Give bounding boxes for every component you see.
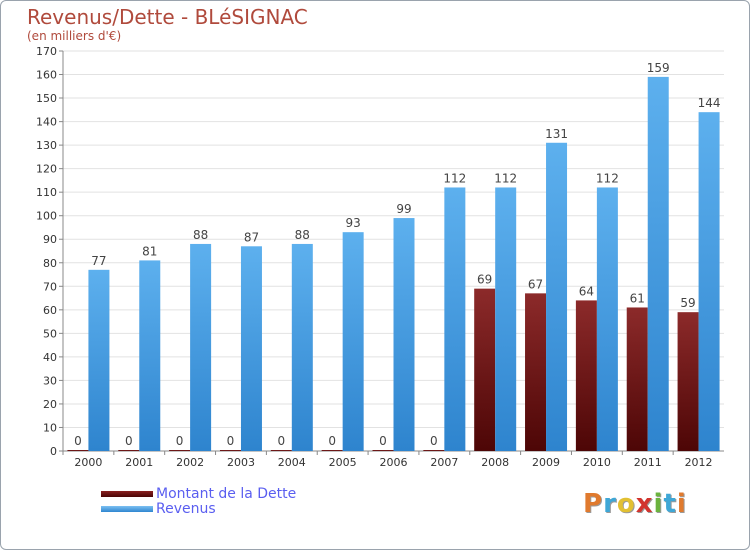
logo-letter: o [616, 489, 636, 519]
chart-title: Revenus/Dette - BLéSIGNAC [27, 5, 308, 29]
y-tick-label: 150 [36, 92, 57, 105]
data-label-revenus: 131 [545, 127, 568, 141]
y-tick-label: 30 [43, 374, 57, 387]
bar-revenus [546, 142, 568, 451]
y-tick-label: 120 [36, 163, 57, 176]
bar-revenus [647, 76, 669, 451]
data-label-revenus: 93 [346, 216, 361, 230]
x-tick-label: 2010 [583, 456, 611, 469]
legend-label-revenus: Revenus [156, 501, 216, 517]
bar-revenus [596, 187, 618, 451]
data-label-dette: 67 [528, 277, 543, 291]
y-tick-label: 40 [43, 351, 57, 364]
bar-dette [321, 450, 343, 451]
data-label-revenus: 112 [443, 171, 466, 185]
bar-dette [219, 450, 241, 451]
bar-revenus [88, 269, 110, 451]
data-label-revenus: 112 [596, 171, 619, 185]
data-label-dette: 69 [477, 273, 492, 287]
x-tick-label: 2012 [685, 456, 713, 469]
y-tick-label: 70 [43, 280, 57, 293]
legend-swatch-dette [101, 491, 153, 497]
logo-letter: i [653, 489, 664, 519]
data-label-dette: 0 [227, 434, 235, 448]
legend-swatch-revenus [101, 506, 153, 512]
y-tick-label: 100 [36, 210, 57, 223]
y-tick-label: 10 [43, 421, 57, 434]
x-tick-label: 2004 [278, 456, 306, 469]
y-tick-label: 160 [36, 69, 57, 82]
data-label-dette: 64 [579, 284, 594, 298]
bar-revenus [342, 232, 364, 451]
data-label-dette: 61 [630, 291, 645, 305]
bar-revenus [495, 187, 517, 451]
x-tick-label: 2007 [430, 456, 458, 469]
data-label-revenus: 144 [698, 96, 721, 110]
y-tick-label: 130 [36, 139, 57, 152]
bar-revenus [698, 112, 720, 452]
x-tick-label: 2002 [176, 456, 204, 469]
data-label-revenus: 77 [91, 254, 106, 268]
y-tick-label: 110 [36, 186, 57, 199]
data-label-revenus: 112 [494, 171, 517, 185]
data-label-dette: 0 [74, 434, 82, 448]
bar-dette [525, 293, 547, 451]
data-label-dette: 0 [125, 434, 133, 448]
logo-letter: r [603, 489, 617, 519]
bar-dette [677, 312, 699, 451]
x-tick-label: 2009 [532, 456, 560, 469]
data-label-revenus: 88 [193, 228, 208, 242]
x-tick-label: 2003 [227, 456, 255, 469]
bar-dette [270, 450, 292, 451]
bar-dette [67, 450, 89, 451]
data-label-revenus: 159 [647, 61, 670, 75]
bar-dette [372, 450, 394, 451]
y-tick-label: 0 [50, 445, 57, 458]
legend-label-dette: Montant de la Dette [156, 486, 297, 502]
x-tick-label: 2006 [380, 456, 408, 469]
logo-letter: x [635, 489, 654, 519]
data-label-revenus: 87 [244, 230, 259, 244]
bar-dette [423, 450, 445, 451]
y-tick-label: 60 [43, 304, 57, 317]
x-tick-label: 2008 [481, 456, 509, 469]
data-label-dette: 0 [328, 434, 336, 448]
y-tick-label: 140 [36, 116, 57, 129]
data-label-revenus: 88 [295, 228, 310, 242]
y-tick-label: 50 [43, 327, 57, 340]
bar-revenus [393, 218, 415, 451]
data-label-dette: 59 [680, 296, 695, 310]
data-label-dette: 0 [277, 434, 285, 448]
chart-subtitle: (en milliers d'€) [27, 29, 122, 43]
x-tick-label: 2001 [125, 456, 153, 469]
x-tick-label: 2000 [74, 456, 102, 469]
bar-revenus [291, 243, 313, 451]
data-label-dette: 0 [430, 434, 438, 448]
proxiti-logo: Proxiti [583, 489, 687, 519]
bar-dette [575, 300, 597, 451]
data-label-dette: 0 [379, 434, 387, 448]
y-tick-label: 80 [43, 257, 57, 270]
logo-letter: P [583, 489, 604, 519]
data-label-revenus: 81 [142, 244, 157, 258]
y-tick-label: 170 [36, 45, 57, 58]
data-label-dette: 0 [176, 434, 184, 448]
x-tick-label: 2011 [634, 456, 662, 469]
bar-dette [169, 450, 191, 451]
data-label-revenus: 99 [396, 202, 411, 216]
x-tick-label: 2005 [329, 456, 357, 469]
bar-revenus [444, 187, 466, 451]
logo-letter: t [663, 489, 677, 519]
bar-dette [118, 450, 140, 451]
logo-letter: i [676, 489, 687, 519]
y-tick-label: 20 [43, 398, 57, 411]
bar-revenus [240, 246, 262, 451]
y-tick-label: 90 [43, 233, 57, 246]
bar-revenus [139, 260, 161, 451]
bar-dette [474, 288, 496, 451]
bar-dette [626, 307, 648, 451]
bar-revenus [190, 243, 212, 451]
